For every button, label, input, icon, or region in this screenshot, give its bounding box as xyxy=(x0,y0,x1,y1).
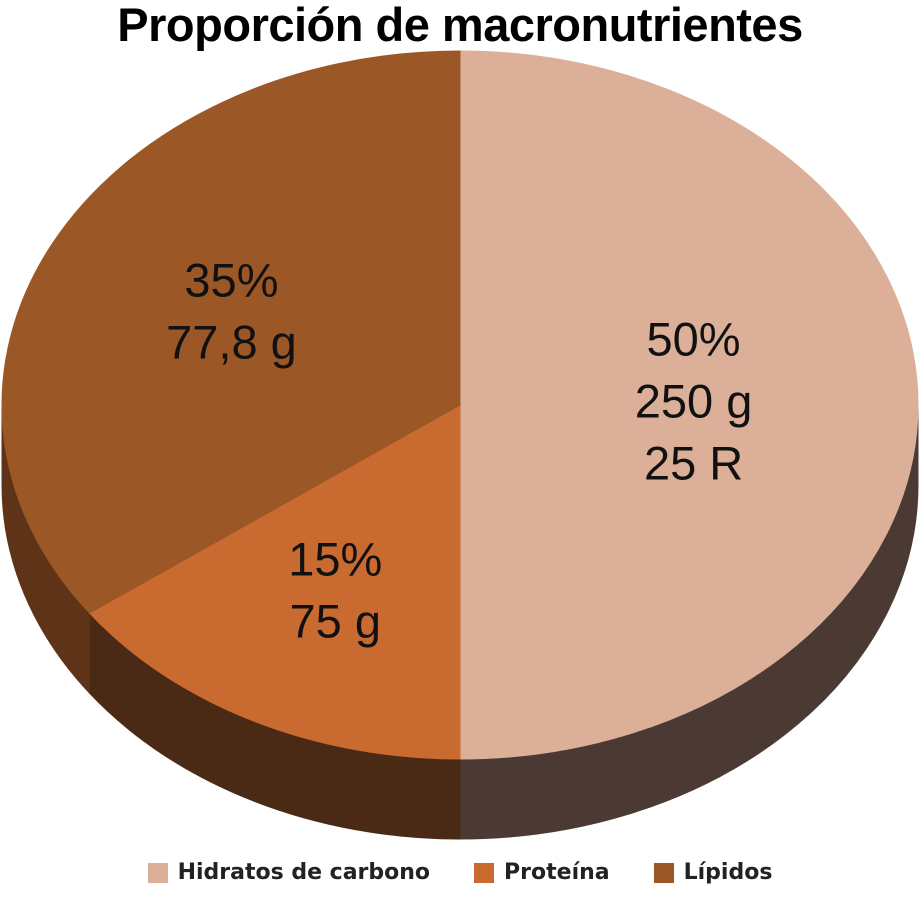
legend: Hidratos de carbono Proteína Lípidos xyxy=(0,860,920,885)
data-label-0-1: 250 g xyxy=(635,374,753,427)
legend-label-1: Proteína xyxy=(504,860,610,885)
pie-slice-2 xyxy=(1,50,461,614)
data-label-0-2: 25 R xyxy=(644,436,743,489)
legend-label-0: Hidratos de carbono xyxy=(177,860,431,885)
data-label-2-0: 35% xyxy=(184,253,278,306)
legend-swatch-0 xyxy=(147,862,168,883)
data-label-1-0: 15% xyxy=(288,533,382,586)
data-label-0-0: 50% xyxy=(647,312,741,365)
chart-title: Proporción de macronutrientes xyxy=(117,0,803,51)
legend-item-1: Proteína xyxy=(474,860,610,885)
pie-slice-0 xyxy=(459,50,919,760)
legend-swatch-2 xyxy=(653,862,674,883)
legend-item-0: Hidratos de carbono xyxy=(147,860,431,885)
legend-item-2: Lípidos xyxy=(653,860,773,885)
pie-chart: 50% 250 g 25 R 15% 75 g 35% 77,8 g xyxy=(1,50,919,840)
legend-label-2: Lípidos xyxy=(683,860,773,885)
data-label-2-1: 77,8 g xyxy=(166,315,297,368)
data-label-1-1: 75 g xyxy=(290,595,381,648)
legend-swatch-1 xyxy=(474,862,495,883)
pie-slice-1 xyxy=(88,404,461,760)
